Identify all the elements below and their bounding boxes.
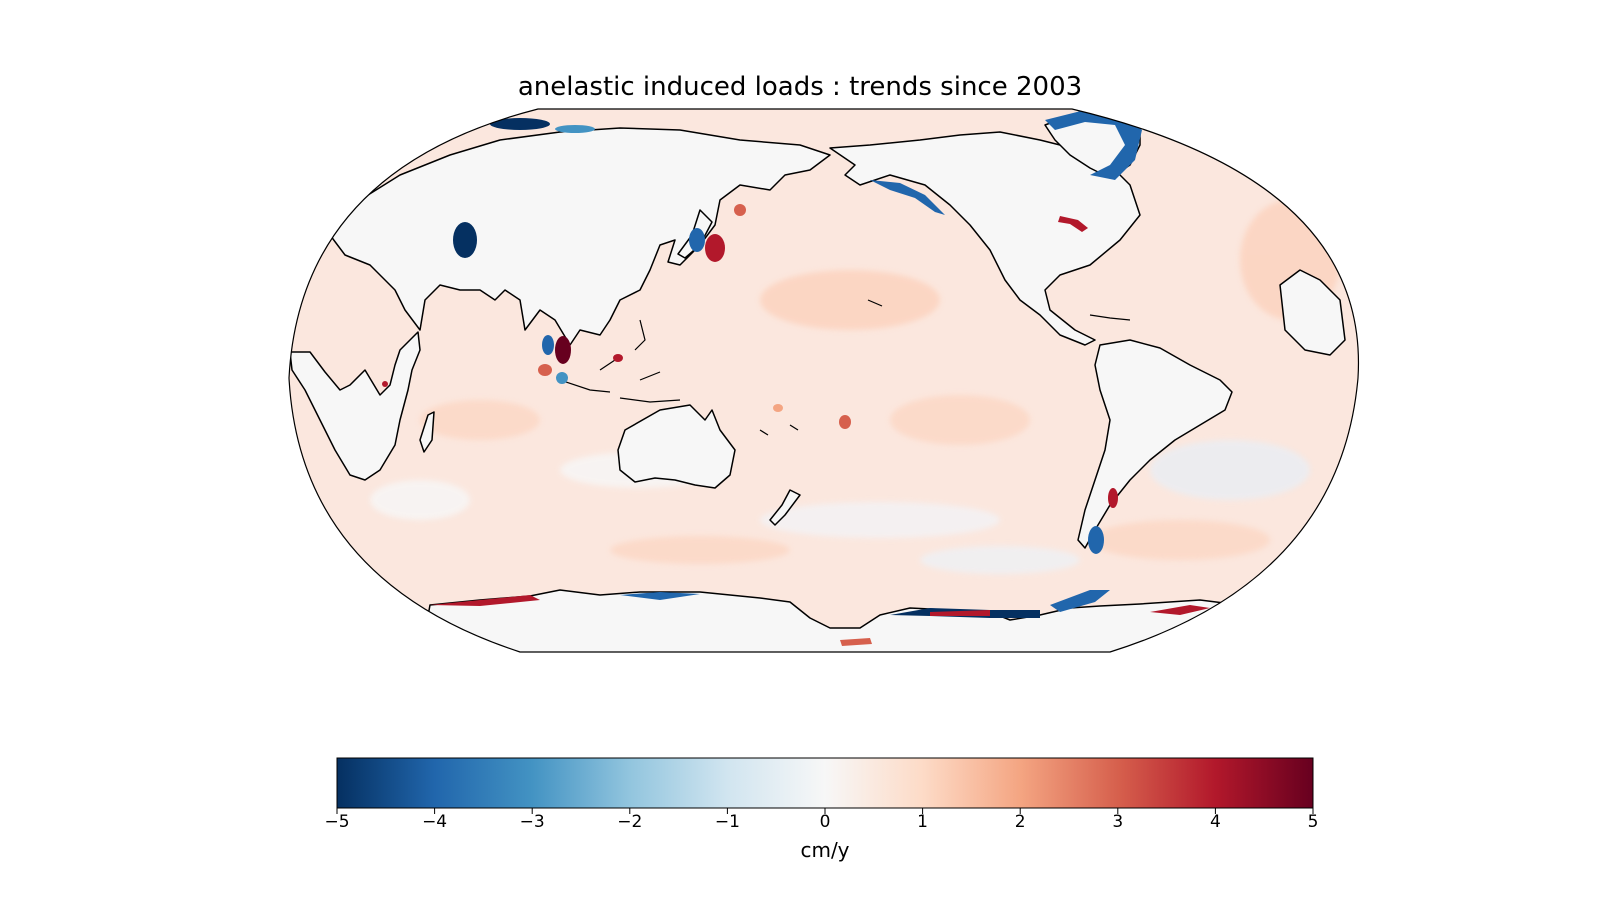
globe-outline: [288, 108, 1360, 653]
sumatra-south-anomaly: [538, 364, 552, 376]
arctic-anomaly-2: [555, 125, 595, 133]
africa-landmass: [289, 331, 421, 481]
islands: [559, 299, 1131, 436]
colorbar-tick-label: −5: [324, 812, 350, 832]
caribbean-islands: [1089, 314, 1131, 321]
indonesia-islands: [559, 359, 681, 403]
colorbar-tick-label: −1: [714, 812, 740, 832]
patagonia-positive-anomaly: [1108, 488, 1118, 508]
colorbar-tick-label: −3: [519, 812, 545, 832]
japan-negative-anomaly: [689, 228, 705, 252]
colorbar-tick-label: −2: [617, 812, 643, 832]
philippine-anomaly: [613, 354, 623, 362]
sumatra-positive-anomaly: [555, 336, 571, 364]
great-lakes-anomaly: [1058, 216, 1088, 232]
anomalies: [382, 110, 1210, 646]
colorbar-label: cm/y: [800, 838, 850, 862]
europe-west-landmass: [1279, 269, 1346, 356]
tonga-anomaly: [839, 415, 851, 429]
land: [289, 111, 1346, 652]
kuril-anomaly: [734, 204, 746, 216]
japan-positive-anomaly: [705, 234, 725, 262]
colorbar-tick-label: 1: [917, 812, 929, 832]
hudson-bay-anomaly: [453, 222, 477, 258]
sumatra-south-negative-anomaly: [556, 372, 568, 384]
colorbar-tick-label: 2: [1014, 812, 1026, 832]
colorbar-gradient: [336, 757, 1314, 809]
antarctic-peninsula-anomaly: [1050, 590, 1110, 612]
map-panel: [288, 108, 1360, 653]
arctic-anomaly: [490, 118, 550, 130]
sumatra-negative-anomaly: [542, 335, 554, 355]
philippines-islands: [634, 319, 646, 351]
antarctica-landmass: [419, 589, 1251, 652]
alaska-coast-anomaly: [870, 180, 945, 215]
new-zealand-landmass: [769, 489, 801, 526]
africa-point-anomaly: [382, 381, 388, 387]
colorbar-ticks: [336, 808, 1314, 814]
west-antarctica-positive-anomaly: [930, 610, 990, 616]
colorbar-tick-label: 3: [1112, 812, 1124, 832]
east-antarctica-negative-anomaly: [620, 592, 700, 600]
hawaii-islands: [867, 299, 883, 307]
ross-anomaly: [840, 638, 872, 646]
madagascar-landmass: [419, 411, 435, 453]
colorbar-tick-label: 5: [1307, 812, 1319, 832]
greenland-anomaly: [1045, 110, 1142, 180]
colorbar-tick-label: −4: [422, 812, 448, 832]
weddell-anomaly: [1150, 605, 1210, 615]
colorbar-tick-label: 0: [819, 812, 831, 832]
east-antarctica-positive-anomaly: [430, 595, 540, 606]
patagonia-negative-anomaly: [1088, 526, 1104, 554]
north-america-landmass: [829, 131, 1141, 346]
eurasia-landmass: [329, 127, 831, 346]
colorbar: [336, 757, 1314, 814]
colorbar-tick-label: 4: [1209, 812, 1221, 832]
australia-landmass: [617, 404, 736, 489]
vanuatu-anomaly: [773, 404, 783, 412]
pacific-islands: [759, 424, 799, 436]
figure-title: anelastic induced loads : trends since 2…: [517, 72, 1083, 102]
